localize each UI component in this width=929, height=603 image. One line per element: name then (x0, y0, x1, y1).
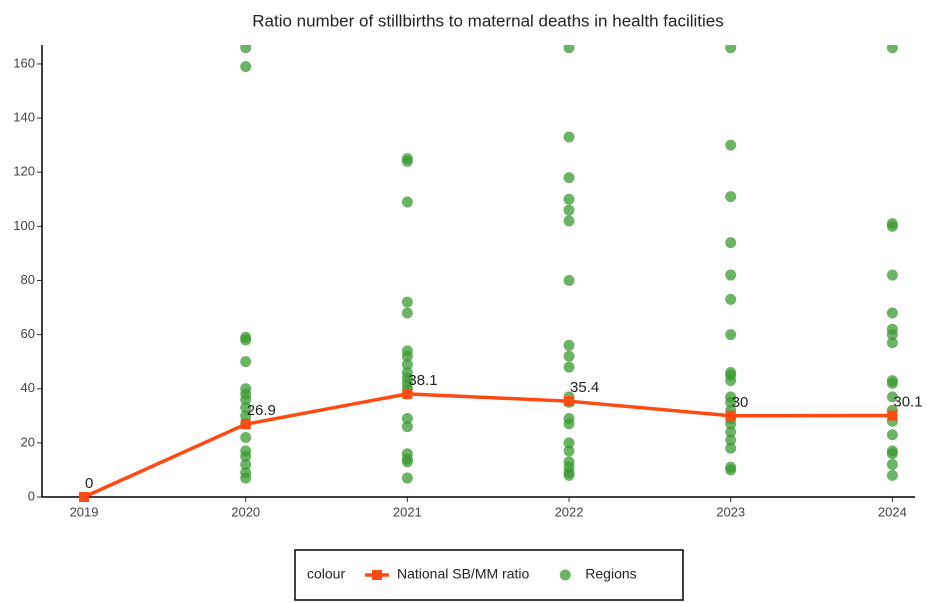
x-tick-label: 2024 (878, 504, 907, 519)
region-point (725, 396, 737, 408)
region-point (240, 459, 252, 471)
y-tick-label: 100 (13, 218, 35, 233)
region-point (886, 459, 898, 471)
region-point (725, 426, 737, 438)
region-point (725, 191, 737, 203)
legend-title: colour (307, 566, 345, 582)
region-point (725, 418, 737, 430)
national-point (725, 410, 736, 421)
region-point (563, 274, 575, 286)
data-label: 35.4 (570, 379, 599, 396)
region-point (401, 456, 413, 468)
y-tick-label: 60 (21, 326, 35, 341)
legend-label: Regions (585, 566, 636, 582)
region-point (401, 413, 413, 425)
region-point (563, 215, 575, 227)
region-point (240, 394, 252, 406)
region-point (563, 418, 575, 430)
x-tick-label: 2022 (555, 504, 584, 519)
data-label: 0 (85, 475, 93, 492)
y-tick-label: 140 (13, 110, 35, 125)
region-point (886, 269, 898, 281)
region-point (401, 472, 413, 484)
region-point (725, 269, 737, 281)
region-point (401, 350, 413, 362)
region-point (886, 469, 898, 481)
region-point (725, 434, 737, 446)
region-point (725, 464, 737, 476)
region-point (401, 307, 413, 319)
region-point (563, 437, 575, 449)
region-point (563, 193, 575, 205)
region-point (563, 172, 575, 184)
region-point (886, 448, 898, 460)
region-point (886, 377, 898, 389)
y-tick-label: 20 (21, 434, 35, 449)
region-point (240, 410, 252, 422)
region-point (240, 450, 252, 462)
region-point (401, 196, 413, 208)
region-point (240, 334, 252, 346)
data-label: 30.1 (893, 394, 922, 411)
region-point (240, 472, 252, 484)
national-point (79, 492, 90, 502)
region-point (725, 237, 737, 249)
x-tick-label: 2023 (716, 504, 745, 519)
region-point (240, 402, 252, 414)
region-point (886, 307, 898, 319)
region-point (563, 339, 575, 351)
region-point (563, 45, 575, 54)
region-point (401, 153, 413, 165)
region-point (725, 375, 737, 387)
y-tick-label: 80 (21, 272, 35, 287)
region-point (563, 131, 575, 143)
x-tick-label: 2020 (231, 504, 260, 519)
region-point (886, 329, 898, 341)
region-point (563, 361, 575, 373)
chart-title: Ratio number of stillbirths to maternal … (252, 11, 724, 30)
national-point (240, 419, 251, 430)
region-point (886, 45, 898, 54)
national-point (564, 396, 575, 407)
region-point (401, 296, 413, 308)
region-point (240, 61, 252, 73)
region-point (886, 391, 898, 403)
y-tick-label: 40 (21, 380, 35, 395)
region-point (563, 204, 575, 216)
region-point (725, 442, 737, 454)
legend-label: National SB/MM ratio (397, 566, 529, 582)
region-point (401, 358, 413, 370)
data-label: 26.9 (247, 402, 276, 419)
national-point (402, 388, 413, 399)
legend-marker (559, 569, 571, 581)
data-label: 30 (732, 394, 749, 411)
region-point (563, 445, 575, 457)
region-point (725, 139, 737, 151)
national-point (887, 410, 898, 421)
national-line (83, 392, 893, 499)
legend-marker (372, 570, 382, 580)
region-point (725, 45, 737, 54)
region-point (886, 220, 898, 232)
region-point (886, 337, 898, 349)
y-tick-label: 160 (13, 55, 35, 70)
region-point (240, 45, 252, 54)
region-point (563, 469, 575, 481)
region-point (886, 429, 898, 441)
legend-box (294, 549, 684, 601)
y-tick-label: 120 (13, 164, 35, 179)
x-tick-label: 2021 (393, 504, 422, 519)
region-point (240, 431, 252, 443)
region-point (401, 421, 413, 433)
x-tick-label: 2019 (70, 504, 99, 519)
y-tick-label: 0 (28, 488, 35, 503)
region-point (725, 329, 737, 341)
data-label: 38.1 (408, 372, 437, 389)
region-point (725, 293, 737, 305)
region-point (563, 350, 575, 362)
region-point (240, 356, 252, 368)
